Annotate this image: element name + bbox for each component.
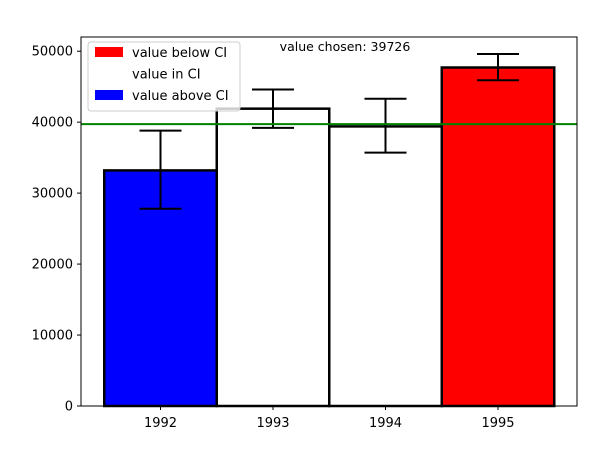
legend-swatch	[95, 47, 123, 57]
error-bar-1995	[477, 53, 519, 82]
legend-label: value above CI	[132, 89, 229, 104]
plot-frame	[80, 36, 578, 407]
bar-1995	[440, 66, 556, 408]
bar-1994	[328, 125, 443, 408]
y-axis: 0 10000 20000 30000 40000 50000	[32, 45, 81, 415]
legend-item: value in CI	[95, 68, 201, 83]
bar-1993	[215, 107, 331, 408]
chosen-value-annotation: value chosen: 39726	[280, 39, 411, 54]
legend: value below CI value in CI value above CI	[87, 41, 241, 112]
legend-swatch	[95, 68, 123, 79]
legend-label: value below CI	[132, 46, 227, 61]
legend-box	[87, 41, 241, 112]
bars-layer	[103, 66, 556, 408]
error-bar-1993	[252, 88, 294, 129]
x-tick-label: 1992	[144, 416, 177, 431]
error-bars-layer	[139, 53, 519, 210]
x-axis: 1992 1993 1994 1995	[144, 406, 515, 431]
y-tick-label: 40000	[32, 116, 73, 131]
error-bar-1994	[364, 97, 407, 154]
x-tick-label: 1995	[481, 416, 514, 431]
legend-item: value above CI	[95, 89, 229, 104]
y-tick-label: 20000	[32, 258, 73, 273]
y-tick-label: 10000	[32, 329, 73, 344]
legend-label: value in CI	[132, 68, 201, 83]
legend-item: value below CI	[95, 46, 227, 61]
x-tick-label: 1993	[256, 416, 289, 431]
error-bar-1992	[139, 129, 182, 210]
legend-swatch	[95, 90, 123, 100]
y-tick-label: 30000	[32, 187, 73, 202]
y-tick-label: 50000	[32, 45, 73, 60]
x-tick-label: 1994	[369, 416, 402, 431]
y-tick-label: 0	[65, 400, 73, 415]
